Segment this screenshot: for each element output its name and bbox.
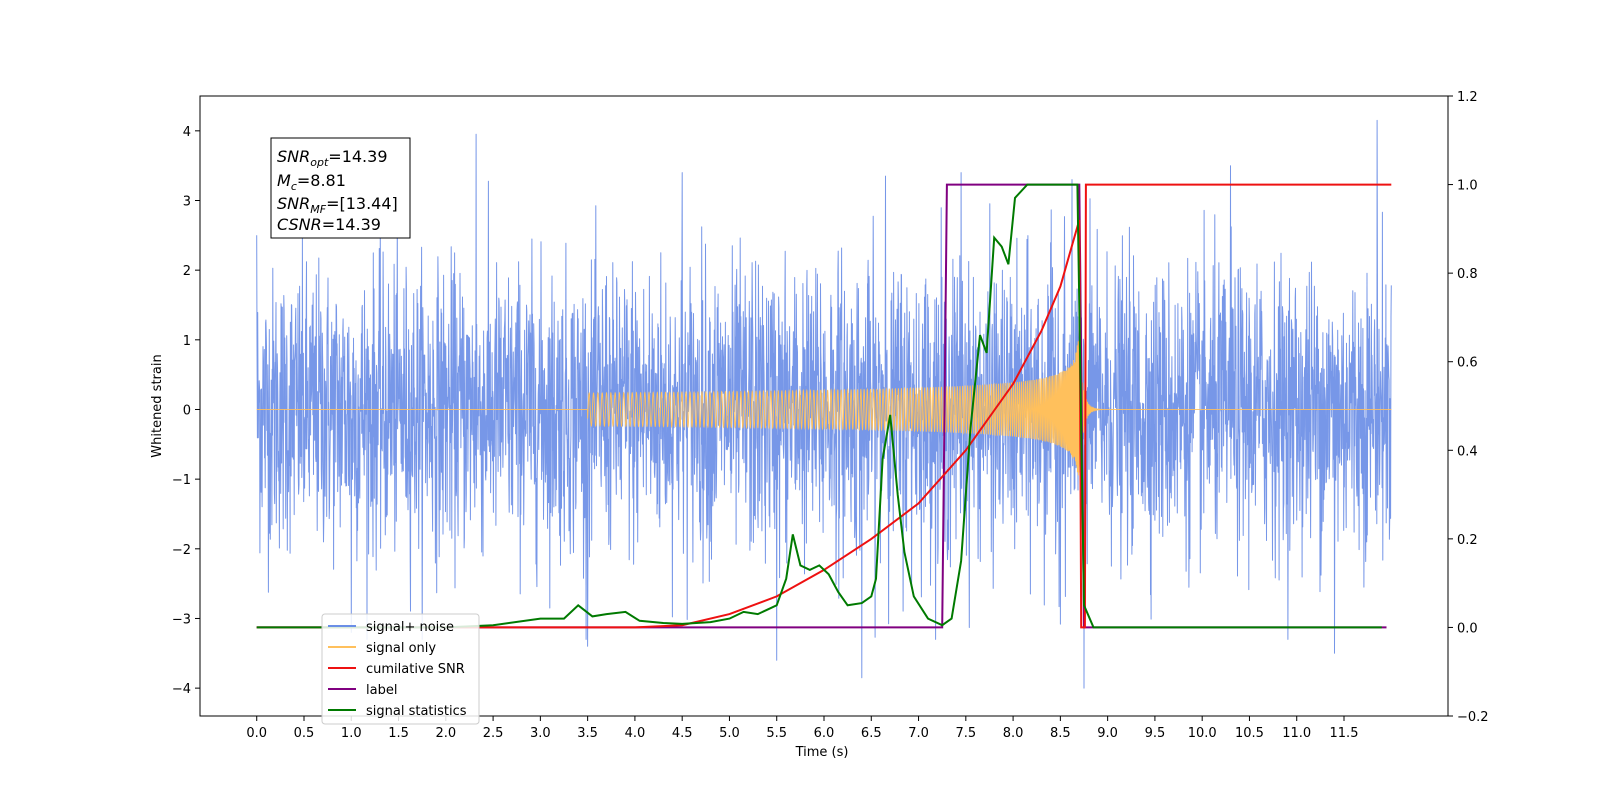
y2-tick-label-6: 0.0 [1457, 621, 1478, 636]
y2-tick-label-5: 0.2 [1457, 533, 1478, 548]
annotation-snr-opt: SNRopt=14.39 [277, 147, 388, 169]
legend-frame [321, 613, 480, 725]
y-tick-label-5: −1 [172, 473, 191, 488]
x-tick-label-9-5: 9.5 [1145, 726, 1166, 741]
y-axis-left: 4 3 2 1 0 −1 −2 −3 −4 [172, 125, 200, 697]
x-tick-label-5-0: 5.0 [719, 726, 740, 741]
x-tick-label-9-0: 9.0 [1097, 726, 1118, 741]
x-tick-label-0-5: 0.5 [294, 726, 315, 741]
x-tick-label-0-0: 0.0 [246, 726, 267, 741]
x-tick-label-10-5: 10.5 [1235, 726, 1264, 741]
x-axis: 0.0 0.5 1.0 1.5 2.0 2.5 3.0 3.5 4.0 4.5 5.0 5.5 6.0 6… [246, 716, 1358, 741]
series-line-signal-only [256, 340, 1392, 476]
legend-label-label: label [366, 683, 397, 698]
x-tick-label-7-0: 7.0 [908, 726, 929, 741]
y2-tick-label-7: −0.2 [1457, 710, 1489, 725]
y-tick-label-2: 2 [183, 264, 191, 279]
legend-label-cumilative-snr: cumilative SNR [366, 662, 465, 677]
x-tick-label-6-0: 6.0 [814, 726, 835, 741]
series-line-cumilative-snr [256, 183, 1392, 629]
legend-label-signal-statistics: signal statistics [366, 704, 467, 719]
x-tick-label-2-0: 2.0 [435, 726, 456, 741]
y-tick-label-7: −3 [172, 612, 191, 627]
series-layer [256, 119, 1392, 689]
x-tick-label-3-0: 3.0 [530, 726, 551, 741]
series-line-signal-statistics [256, 183, 1382, 629]
y2-tick-label-4: 0.4 [1457, 444, 1478, 459]
y2-tick-label-1: 1.0 [1457, 179, 1478, 194]
annotation-csnr: CSNR=14.39 [277, 215, 381, 234]
legend: signal+ noise signal only cumilative SNR… [321, 613, 480, 725]
annotation-box: SNRopt=14.39 Mc=8.81 SNRMF=[13.44] CSNR=… [270, 137, 411, 239]
annotation-snr-mf: SNRMF=[13.44] [277, 194, 398, 216]
x-axis-label: Time (s) [795, 745, 849, 760]
y2-tick-label-2: 0.8 [1457, 267, 1478, 282]
legend-label-signal-only: signal only [366, 641, 436, 656]
x-tick-label-10-0: 10.0 [1188, 726, 1217, 741]
x-tick-label-7-5: 7.5 [955, 726, 976, 741]
x-tick-label-1-5: 1.5 [388, 726, 409, 741]
x-tick-label-11-0: 11.0 [1282, 726, 1311, 741]
x-tick-label-8-0: 8.0 [1003, 726, 1024, 741]
y-tick-label-6: −2 [172, 543, 191, 558]
x-tick-label-11-5: 11.5 [1330, 726, 1359, 741]
x-tick-label-5-5: 5.5 [766, 726, 787, 741]
x-tick-label-6-5: 6.5 [861, 726, 882, 741]
y-axis-label: Whitened strain [150, 354, 165, 457]
y-tick-label-4: 0 [183, 403, 191, 418]
x-tick-label-4-0: 4.0 [625, 726, 646, 741]
y2-tick-label-3: 0.6 [1457, 356, 1478, 371]
y-tick-label-0: 4 [183, 125, 191, 140]
x-tick-label-2-5: 2.5 [483, 726, 504, 741]
x-tick-label-4-5: 4.5 [672, 726, 693, 741]
x-tick-label-3-5: 3.5 [577, 726, 598, 741]
y-tick-label-1: 3 [183, 194, 191, 209]
series-line-signal-noise [256, 119, 1392, 689]
y2-tick-label-0: 1.2 [1457, 90, 1478, 105]
x-tick-label-8-5: 8.5 [1050, 726, 1071, 741]
x-tick-label-1-0: 1.0 [341, 726, 362, 741]
y-tick-label-8: −4 [172, 682, 191, 697]
annotation-frame [270, 137, 411, 239]
y-tick-label-3: 1 [183, 334, 191, 349]
legend-label-signal-noise: signal+ noise [366, 620, 454, 635]
annotation-mc: Mc=8.81 [277, 171, 346, 193]
y-axis-right: 1.2 1.0 0.8 0.6 0.4 0.2 0.0 −0.2 [1448, 90, 1489, 725]
